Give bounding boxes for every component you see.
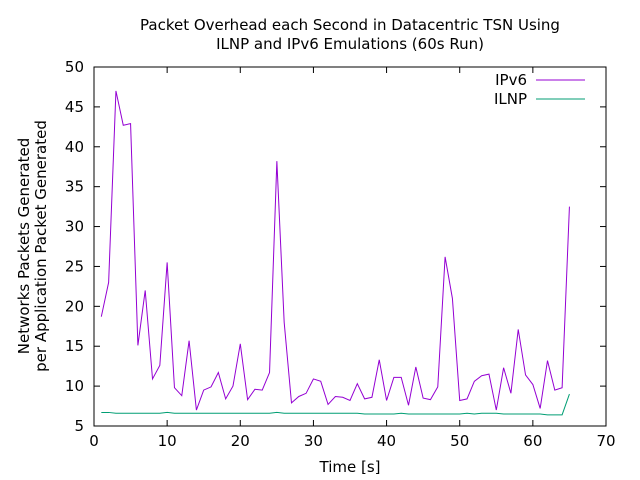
series-line-ipv6: [100, 90, 570, 411]
y-tick-label: 20: [65, 297, 84, 315]
y-tick-label: 5: [74, 417, 84, 435]
y-tick-label: 50: [65, 58, 84, 76]
y-tick-label: 30: [65, 218, 84, 236]
chart-title-line-1: Packet Overhead each Second in Datacentr…: [140, 16, 560, 34]
y-axis-label: Networks Packets Generated per Applicati…: [15, 120, 50, 372]
x-tick-label: 20: [231, 432, 250, 450]
x-tick-label: 40: [377, 432, 396, 450]
x-tick-label: 10: [158, 432, 177, 450]
y-axis-label-line-1: Networks Packets Generated: [15, 138, 33, 354]
chart-title: Packet Overhead each Second in Datacentr…: [140, 16, 560, 53]
x-tick-label: 30: [304, 432, 323, 450]
y-tick-label: 35: [65, 178, 84, 196]
y-tick-label: 15: [65, 337, 84, 355]
y-tick-label: 45: [65, 98, 84, 116]
x-tick-label: 60: [523, 432, 542, 450]
y-tick-label: 10: [65, 377, 84, 395]
y-tick-label: 40: [65, 138, 84, 156]
legend-label-ilnp: ILNP: [494, 90, 527, 108]
x-tick-label: 70: [596, 432, 615, 450]
chart-title-line-2: ILNP and IPv6 Emulations (60s Run): [216, 35, 484, 53]
series-line-ilnp: [101, 393, 570, 416]
x-tick-label: 0: [89, 432, 99, 450]
x-axis-label: Time [s]: [319, 458, 381, 476]
plot-frame: [93, 66, 607, 427]
legend-label-ipv6: IPv6: [495, 71, 527, 89]
y-tick-label: 25: [65, 257, 84, 275]
y-axis-label-line-2: per Application Packet Generated: [32, 120, 50, 372]
x-tick-label: 50: [450, 432, 469, 450]
